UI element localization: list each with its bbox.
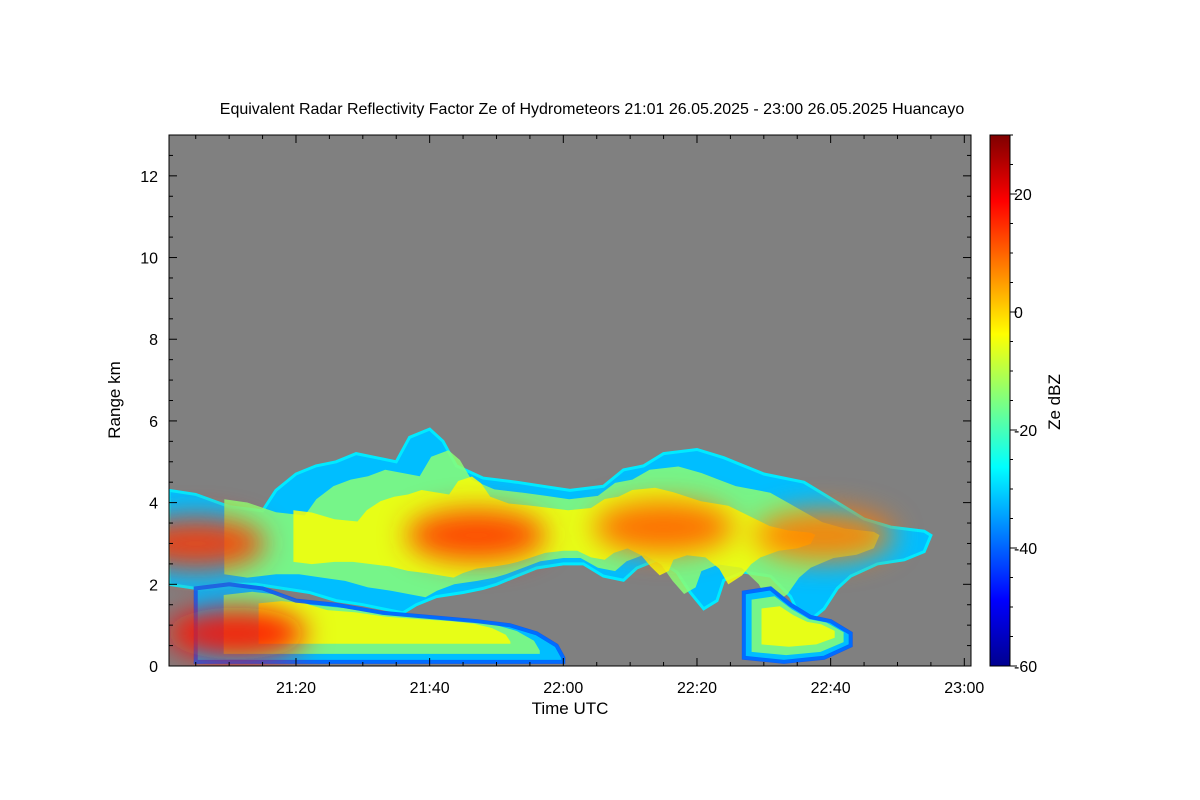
- y-axis-label: Range km: [105, 361, 124, 438]
- x-axis: 21:20 21:40 22:00 22:20 22:40 23:00: [195, 135, 984, 697]
- colorbar-ticks: -60 -40 -20 0 20: [1010, 134, 1037, 676]
- x-tick-label: 21:40: [410, 680, 450, 697]
- x-tick-label: 22:40: [811, 680, 851, 697]
- plot-area: [168, 134, 972, 667]
- echo-region: [169, 427, 933, 628]
- echo-fringe: [741, 586, 853, 664]
- y-tick-label: 4: [149, 496, 158, 513]
- x-tick-label: 22:00: [543, 680, 583, 697]
- chart-title: Equivalent Radar Reflectivity Factor Ze …: [220, 101, 965, 118]
- echo-layer: [169, 427, 933, 664]
- x-axis-label: Time UTC: [532, 699, 609, 718]
- echo-core: [406, 509, 547, 562]
- colorbar-gradient: [989, 134, 1011, 667]
- y-tick-label: 10: [140, 251, 158, 268]
- colorbar-tick-label: -40: [1014, 541, 1037, 558]
- x-tick-label: 23:00: [944, 680, 984, 697]
- colorbar-tick-label: 0: [1014, 305, 1023, 322]
- y-tick-label: 6: [149, 414, 158, 431]
- y-tick-label: 8: [149, 332, 158, 349]
- x-tick-label: 21:20: [276, 680, 316, 697]
- y-axis: 0 2 4 6 8 10 12: [140, 134, 971, 676]
- echo-region: [741, 586, 853, 664]
- echo-layer-inner: [258, 601, 511, 644]
- colorbar-tick-label: -20: [1014, 423, 1037, 440]
- colorbar-tick-label: -60: [1014, 659, 1037, 676]
- colorbar-label: Ze dBZ: [1045, 374, 1064, 430]
- colorbar-tick-label: 20: [1014, 187, 1032, 204]
- echo-core: [753, 509, 894, 562]
- y-tick-label: 0: [149, 659, 158, 676]
- y-tick-label: 2: [149, 577, 158, 594]
- echo-core: [593, 501, 734, 554]
- echo-layer-inner: [761, 606, 835, 647]
- y-tick-label: 12: [140, 169, 158, 186]
- colorbar: -60 -40 -20 0 20 Ze dBZ: [989, 134, 1064, 676]
- x-tick-label: 22:20: [677, 680, 717, 697]
- echo-core: [169, 607, 306, 660]
- echo-core: [169, 517, 266, 570]
- echo-cores: [169, 501, 894, 660]
